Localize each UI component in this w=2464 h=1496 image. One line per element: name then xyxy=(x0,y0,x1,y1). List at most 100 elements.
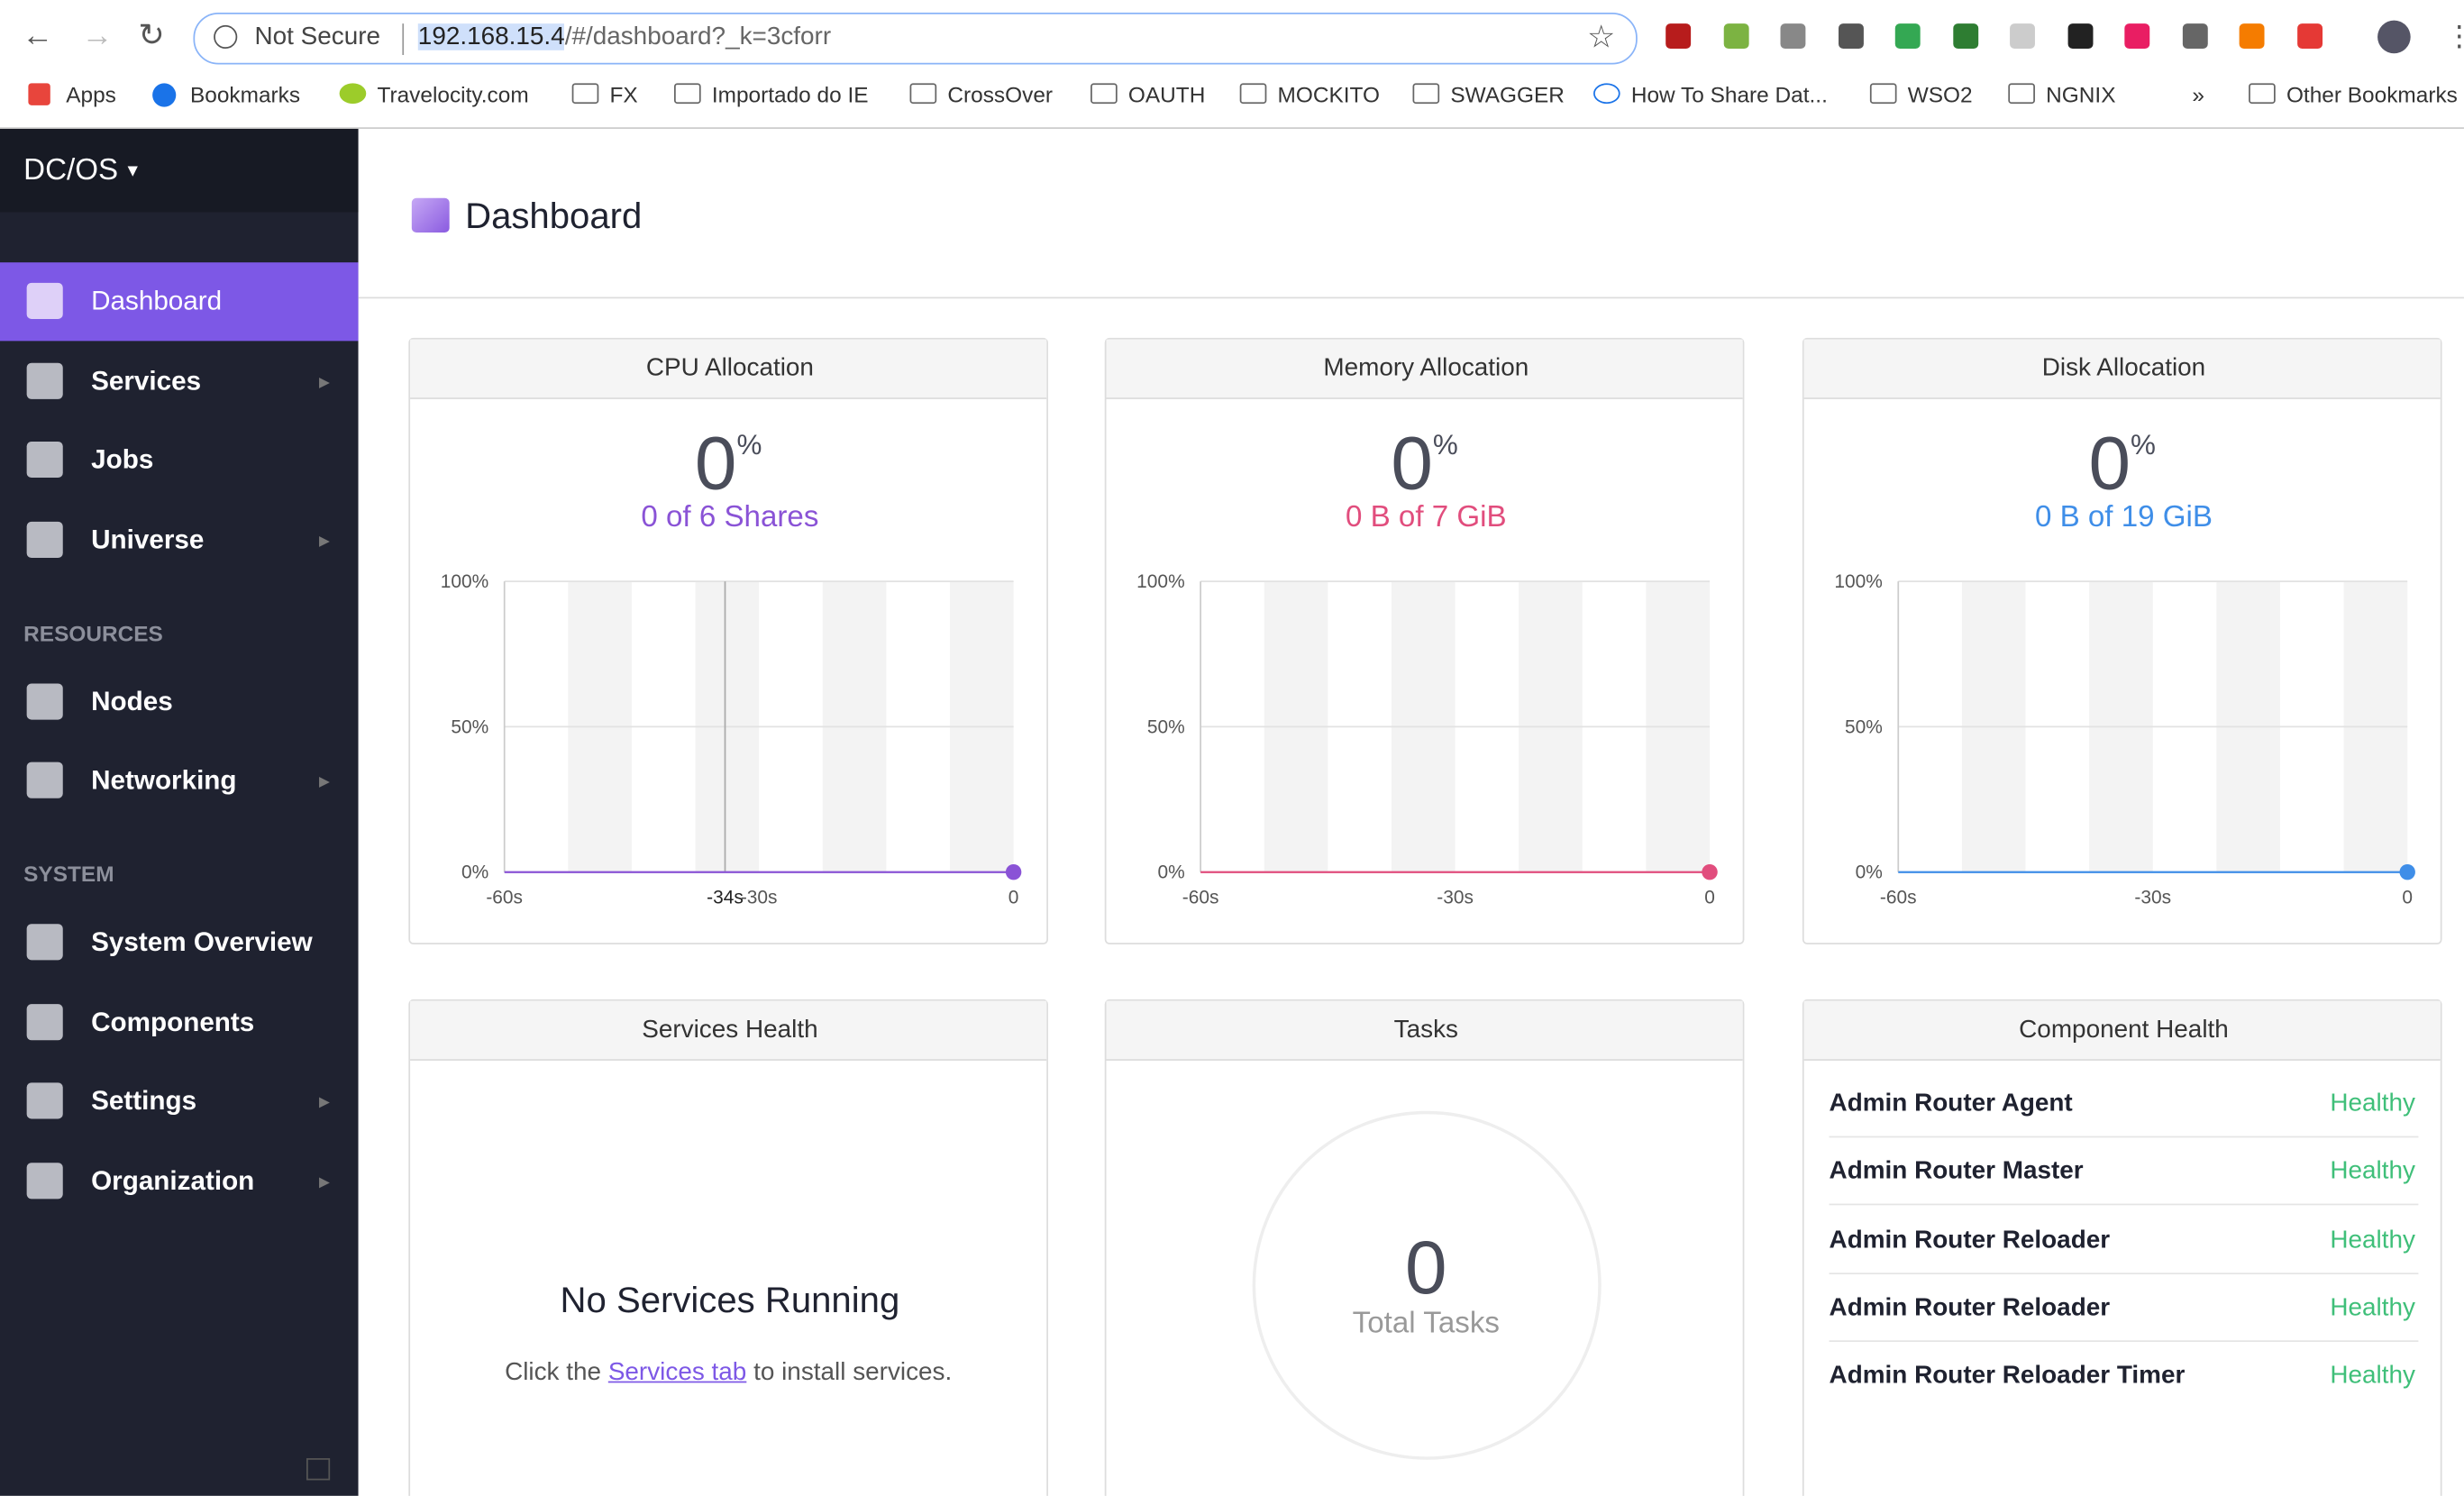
sidebar-item[interactable]: Nodes xyxy=(0,663,359,742)
url-path: /#/dashboard?_k=3cforr xyxy=(564,23,832,50)
extension-icon[interactable] xyxy=(1722,23,1748,50)
bookmark[interactable]: CrossOver xyxy=(947,81,1054,107)
panel: Services Health No Services Running Click … xyxy=(408,999,1048,1496)
brand-caret: ▼ xyxy=(123,161,141,181)
sidebar-item[interactable]: Dashboard xyxy=(0,262,359,342)
component-name: Admin Router Reloader Timer xyxy=(1829,1363,2186,1390)
component-status: Healthy xyxy=(2330,1158,2415,1186)
x-tick-label: 0 xyxy=(1008,888,1019,908)
hover-label: -34s xyxy=(707,888,744,908)
extension-icon[interactable] xyxy=(2067,23,2093,50)
bookmark-icon xyxy=(1239,83,1267,105)
bookmark-icon xyxy=(2249,83,2276,105)
panel: Disk Allocation 0% 0 B of 19 GiB 100% 50% 0% -… xyxy=(1802,337,2442,944)
sidebar-label: Nodes xyxy=(91,686,173,717)
extension-icon[interactable] xyxy=(1665,23,1692,50)
bookmark-icon xyxy=(28,83,50,105)
forward-button[interactable]: → xyxy=(81,18,114,54)
x-tick-label: -60s xyxy=(1880,888,1917,908)
extension-icon[interactable] xyxy=(1780,23,1806,50)
component-status: Healthy xyxy=(2330,1294,2415,1322)
sidebar-item[interactable]: Networking ▶ xyxy=(0,742,359,820)
star-icon[interactable]: ☆ xyxy=(1587,20,1616,56)
bookmark[interactable]: Importado do IE xyxy=(711,81,869,107)
reload-button[interactable]: ↻ xyxy=(138,18,165,54)
extension-icon[interactable] xyxy=(2239,23,2265,50)
bookmark[interactable]: MOCKITO xyxy=(1277,81,1381,107)
y-tick-label: 100% xyxy=(441,571,488,592)
brand[interactable]: DC/OS xyxy=(23,153,119,187)
y-tick-label: 100% xyxy=(1136,571,1184,592)
bookmark[interactable]: Travelocity.com xyxy=(377,81,529,107)
extension-icon[interactable] xyxy=(2181,23,2207,50)
hint-text: to install services. xyxy=(753,1359,953,1386)
sidebar-heading: RESOURCES xyxy=(23,620,163,646)
bookmark[interactable]: » xyxy=(2192,81,2204,107)
sidebar-item[interactable]: Organization ▶ xyxy=(0,1143,359,1221)
not-secure: Not Secure xyxy=(254,23,381,50)
component-name: Admin Router Agent xyxy=(1829,1090,2073,1117)
extension-icon[interactable] xyxy=(1894,23,1921,50)
profile-avatar[interactable] xyxy=(2377,20,2411,54)
sidebar-item[interactable]: Settings ▶ xyxy=(0,1063,359,1141)
extension-icon[interactable] xyxy=(1952,23,1978,50)
data-point xyxy=(1005,863,1022,880)
divider xyxy=(402,23,405,56)
menu-button[interactable]: ⋮ xyxy=(2445,17,2464,55)
bookmark[interactable]: WSO2 xyxy=(1907,81,1973,107)
address-bar[interactable]: Not Secure 192.168.15.4/#/dashboard?_k=3c… xyxy=(193,12,1638,65)
sidebar-icon xyxy=(26,1004,63,1041)
sidebar-brand-area xyxy=(0,128,359,213)
extension-icon[interactable] xyxy=(2010,23,2035,50)
bookmark[interactable]: Other Bookmarks xyxy=(2286,81,2458,107)
sidebar-item[interactable]: System Overview xyxy=(0,904,359,982)
sidebar-item[interactable]: Components xyxy=(0,983,359,1062)
component-status: Healthy xyxy=(2330,1363,2415,1390)
extension-icon[interactable] xyxy=(2296,23,2323,50)
page-icon xyxy=(411,197,450,233)
bookmark-icon xyxy=(152,83,177,107)
bookmark[interactable]: How To Share Dat... xyxy=(1630,81,1828,107)
component-name: Admin Router Reloader xyxy=(1829,1227,2111,1254)
panel-header xyxy=(1803,339,2441,399)
allocation-detail: 0 of 6 Shares xyxy=(641,501,819,534)
extension-icon[interactable] xyxy=(1838,23,1864,50)
back-button[interactable]: ← xyxy=(22,18,54,54)
component-status: Healthy xyxy=(2330,1227,2415,1254)
sidebar-icon xyxy=(26,924,63,961)
collapse-button[interactable] xyxy=(306,1458,331,1481)
panel: CPU Allocation 0% 0 of 6 Shares 100% 50% 0% -6… xyxy=(408,337,1048,944)
sidebar-heading: SYSTEM xyxy=(23,861,114,887)
allocation-chart: 100% 50% 0% -60s -30s 0 -34s xyxy=(441,571,1022,908)
sidebar-label: Networking xyxy=(91,765,237,796)
bookmark[interactable]: Bookmarks xyxy=(189,81,301,107)
sidebar-item[interactable]: Universe ▶ xyxy=(0,501,359,579)
bookmark[interactable]: NGNIX xyxy=(2046,81,2116,107)
services-link[interactable]: Services tab xyxy=(607,1359,747,1386)
panel: Memory Allocation 0% 0 B of 7 GiB 100% 50% 0%… xyxy=(1104,337,1745,944)
sidebar-label: Universe xyxy=(91,525,205,555)
sidebar-label: Organization xyxy=(91,1165,255,1196)
bookmark[interactable]: OAUTH xyxy=(1127,81,1206,107)
panel-title: Tasks xyxy=(1393,1017,1458,1044)
bookmark[interactable]: Apps xyxy=(66,81,116,107)
bookmark-icon xyxy=(909,83,937,105)
y-tick-label: 0% xyxy=(461,862,488,883)
empty-hint: Click the Services tab to install servic… xyxy=(505,1355,952,1392)
bookmark[interactable]: FX xyxy=(609,81,638,107)
panel-header xyxy=(1803,1000,2441,1061)
allocation-chart: 100% 50% 0% -60s -30s 0 xyxy=(1834,571,2415,908)
panel-title: Memory Allocation xyxy=(1323,355,1529,382)
bookmark-icon xyxy=(339,83,367,105)
bookmark[interactable]: SWAGGER xyxy=(1450,81,1565,107)
tasks-label: Total Tasks xyxy=(1352,1307,1500,1341)
sidebar-icon xyxy=(26,521,63,558)
sidebar-item[interactable]: Jobs xyxy=(0,421,359,499)
extension-icon[interactable] xyxy=(2124,23,2150,50)
value: 0 xyxy=(1391,423,1433,506)
bookmark-icon xyxy=(1593,83,1620,105)
sidebar-item[interactable]: Services ▶ xyxy=(0,342,359,421)
bookmark-icon xyxy=(2008,83,2035,105)
data-point xyxy=(1702,863,1718,880)
